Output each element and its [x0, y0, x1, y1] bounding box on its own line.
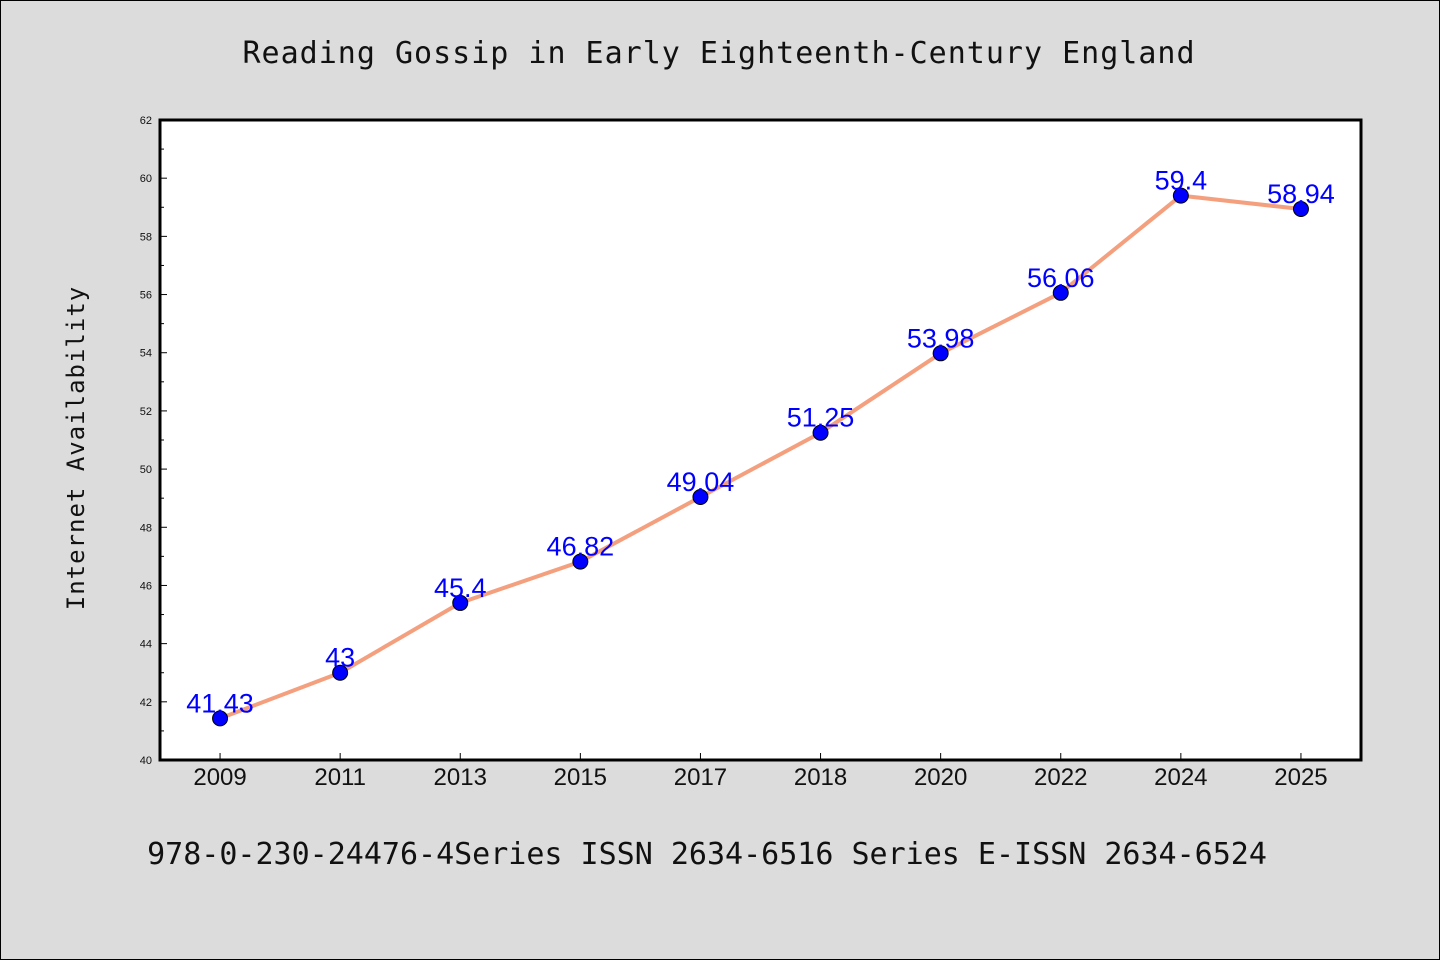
- data-label: 46.82: [547, 532, 615, 562]
- y-tick-label: 54: [140, 348, 152, 360]
- x-tick-label: 2013: [434, 764, 487, 791]
- data-label: 59.4: [1155, 166, 1208, 196]
- x-tick-label: 2017: [674, 764, 727, 791]
- footer-isbn-issn: 978-0-230-24476-4Series ISSN 2634-6516 S…: [147, 837, 1267, 872]
- y-tick-label: 44: [140, 639, 152, 651]
- y-tick-label: 56: [140, 290, 152, 302]
- plot-area: [158, 118, 1363, 762]
- data-point-marker: [1172, 187, 1189, 204]
- y-tick-label: 46: [140, 580, 152, 592]
- x-tick-label: 2015: [554, 764, 607, 791]
- series-layer: 41.43 43 45.4 46.82 49.04 51.25 53.98 56.06 59.4…: [186, 166, 1335, 727]
- y-tick-label: 62: [140, 115, 152, 127]
- data-point-marker: [812, 424, 829, 441]
- y-tick-label: 60: [140, 173, 152, 185]
- y-axis: 40 42 44 46 48 50 52 54 56 58 60 62: [140, 115, 167, 767]
- data-label: 45.4: [434, 573, 487, 603]
- x-tick-label: 2025: [1274, 764, 1327, 791]
- y-tick-label: 48: [140, 522, 152, 534]
- data-label: 53.98: [907, 323, 975, 353]
- y-axis-label: Internet Availability: [62, 286, 90, 610]
- data-label: 58.94: [1267, 179, 1335, 209]
- x-tick-label: 2018: [794, 764, 847, 791]
- data-label: 43: [325, 643, 355, 673]
- data-label: 56.06: [1027, 263, 1095, 293]
- y-tick-label: 52: [140, 406, 152, 418]
- data-point-marker: [932, 345, 949, 362]
- x-tick-label: 2022: [1034, 764, 1087, 791]
- data-label: 51.25: [787, 403, 855, 433]
- data-point-marker: [452, 594, 469, 611]
- chart-title: Reading Gossip in Early Eighteenth-Centu…: [242, 36, 1195, 71]
- y-tick-label: 40: [140, 755, 152, 767]
- data-label: 41.43: [186, 688, 254, 718]
- data-point-marker: [212, 710, 229, 727]
- y-tick-label: 42: [140, 697, 152, 709]
- x-axis: 2009 2011 2013 2015 2017 2018 2020 2022 2024 2025: [193, 753, 1328, 791]
- y-tick-label: 58: [140, 231, 152, 243]
- data-point-marker: [572, 553, 589, 570]
- y-tick-label: 50: [140, 464, 152, 476]
- data-label: 49.04: [667, 467, 735, 497]
- series-line: [218, 193, 1303, 721]
- data-point-marker: [692, 489, 709, 506]
- x-tick-label: 2020: [914, 764, 967, 791]
- data-point-marker: [332, 664, 349, 681]
- x-tick-label: 2011: [314, 764, 366, 791]
- x-tick-label: 2024: [1154, 764, 1207, 791]
- data-point-marker: [1052, 284, 1069, 301]
- data-point-marker: [1292, 201, 1309, 218]
- x-tick-label: 2009: [193, 764, 246, 791]
